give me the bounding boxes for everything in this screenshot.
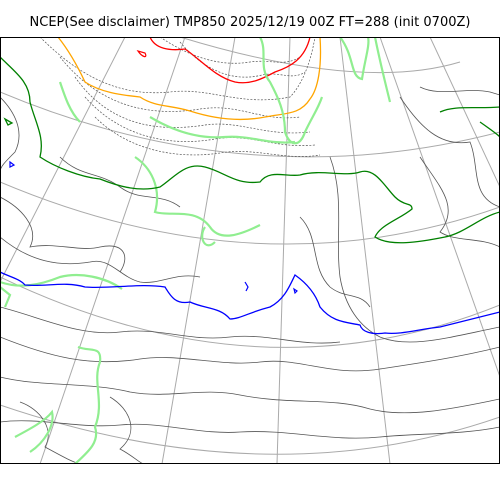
isotherm-minus-3-segment bbox=[373, 37, 392, 103]
isotherm-0-segment bbox=[439, 106, 500, 113]
isotherm-minus-3-segment bbox=[74, 345, 102, 464]
isotherm-minus-6 bbox=[57, 37, 322, 121]
temperature-map bbox=[0, 37, 500, 464]
contour-line bbox=[0, 420, 500, 439]
contour-line bbox=[399, 96, 500, 208]
isotherm-minus-3-segment bbox=[134, 156, 261, 237]
isotherm-0-segment bbox=[0, 56, 500, 244]
isotherm-minus-3-segment bbox=[14, 409, 54, 453]
contour-line bbox=[59, 56, 301, 119]
contour-line bbox=[39, 37, 316, 101]
latitude-arc bbox=[0, 404, 500, 455]
contour-line bbox=[0, 336, 500, 372]
contour-line bbox=[74, 76, 311, 134]
contour-line bbox=[419, 86, 500, 96]
contour-line bbox=[19, 401, 81, 464]
longitude-line bbox=[39, 37, 186, 464]
isotherm-minus-12-small bbox=[136, 49, 147, 58]
contour-line bbox=[0, 376, 500, 414]
map-title: NCEP(See disclaimer) TMP850 2025/12/19 0… bbox=[29, 15, 471, 30]
contour-line bbox=[0, 236, 201, 283]
isotherm-minus-3 bbox=[0, 37, 392, 464]
contour-line bbox=[0, 306, 341, 344]
latitude-arc bbox=[179, 37, 461, 74]
contour-line bbox=[84, 96, 316, 146]
contours bbox=[0, 86, 500, 464]
isotherm-0-segment bbox=[3, 117, 14, 126]
isotherm-6-small bbox=[293, 287, 298, 295]
latitude-arc bbox=[0, 181, 500, 245]
latitude-arc bbox=[0, 91, 500, 158]
isotherm-minus-3-segment bbox=[339, 37, 370, 81]
contour-line bbox=[94, 116, 321, 157]
contour-line bbox=[109, 396, 146, 464]
contour-line bbox=[419, 156, 500, 248]
longitude-line bbox=[379, 37, 500, 378]
contour-line bbox=[159, 37, 301, 64]
isotherm-6-small bbox=[9, 160, 16, 168]
contour-line bbox=[329, 156, 500, 343]
contour-line bbox=[0, 196, 126, 273]
contour-line bbox=[59, 156, 181, 208]
contour-line bbox=[299, 216, 371, 308]
longitude-line bbox=[276, 37, 291, 464]
contour-line bbox=[0, 96, 20, 173]
isotherm-0 bbox=[0, 56, 500, 244]
isotherm-minus-3-segment bbox=[201, 226, 216, 247]
isotherm-minus-3-segment bbox=[259, 37, 324, 145]
isotherm-6-small bbox=[244, 281, 249, 292]
map-frame bbox=[0, 37, 500, 464]
map-background bbox=[0, 37, 500, 464]
longitude-line bbox=[339, 37, 391, 464]
isotherm-minus-12 bbox=[149, 37, 311, 84]
isotherm-minus-3-segment bbox=[0, 274, 123, 290]
isotherm-6 bbox=[0, 271, 500, 335]
longitude-line bbox=[429, 37, 500, 188]
isotherm-minus-3-segment bbox=[0, 286, 12, 308]
isotherm-minus-3-segment bbox=[58, 81, 81, 123]
isotherm-minus-3-segment bbox=[149, 116, 296, 144]
